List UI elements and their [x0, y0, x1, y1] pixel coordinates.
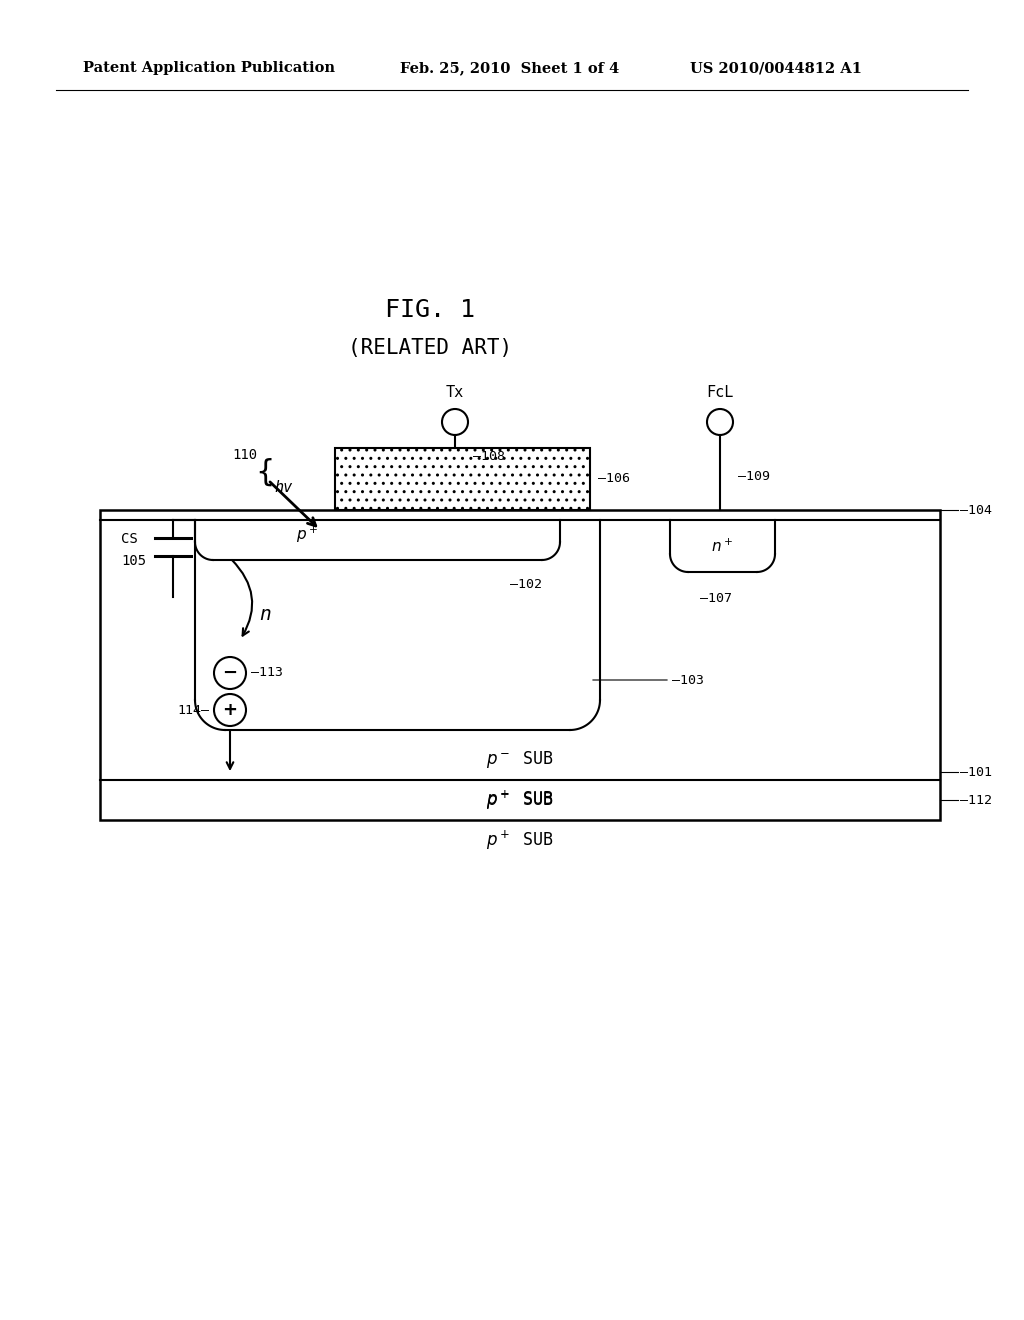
Circle shape [214, 657, 246, 689]
Text: 114—: 114— [177, 704, 209, 717]
Text: $p^+$ SUB: $p^+$ SUB [486, 829, 554, 851]
Text: −: − [222, 664, 238, 682]
Text: $p^-$ SUB: $p^-$ SUB [486, 750, 554, 771]
Text: n: n [259, 606, 271, 624]
Text: —101: —101 [961, 766, 992, 779]
Text: $p^-$ SUB: $p^-$ SUB [486, 789, 554, 810]
Bar [335, 447, 590, 510]
Text: —103: —103 [672, 673, 705, 686]
Text: —113: —113 [251, 667, 283, 680]
Text: —104: —104 [961, 503, 992, 516]
Text: 105: 105 [121, 554, 146, 568]
Text: —112: —112 [961, 793, 992, 807]
Text: $p^+$: $p^+$ [296, 525, 318, 545]
Circle shape [214, 694, 246, 726]
Bar [335, 447, 590, 510]
Text: —102: —102 [510, 578, 542, 591]
Text: (RELATED ART): (RELATED ART) [348, 338, 512, 358]
Text: $n^+$: $n^+$ [712, 537, 733, 554]
Text: Feb. 25, 2010  Sheet 1 of 4: Feb. 25, 2010 Sheet 1 of 4 [400, 61, 620, 75]
Text: —106: —106 [598, 473, 630, 486]
Text: hv: hv [274, 480, 292, 495]
Text: Patent Application Publication: Patent Application Publication [83, 61, 335, 75]
Text: Tx: Tx [445, 385, 464, 400]
Text: {: { [255, 458, 274, 487]
Text: US 2010/0044812 A1: US 2010/0044812 A1 [690, 61, 862, 75]
Text: FcL: FcL [707, 385, 733, 400]
Text: CS: CS [121, 532, 138, 546]
Bar [100, 510, 940, 820]
Text: +: + [222, 701, 238, 719]
Text: 110: 110 [232, 447, 257, 462]
Text: —108: —108 [473, 450, 505, 463]
Text: FIG. 1: FIG. 1 [385, 298, 475, 322]
Text: —109: —109 [738, 470, 770, 483]
Text: —107: —107 [700, 591, 732, 605]
Text: $p^+$ SUB: $p^+$ SUB [486, 788, 554, 812]
